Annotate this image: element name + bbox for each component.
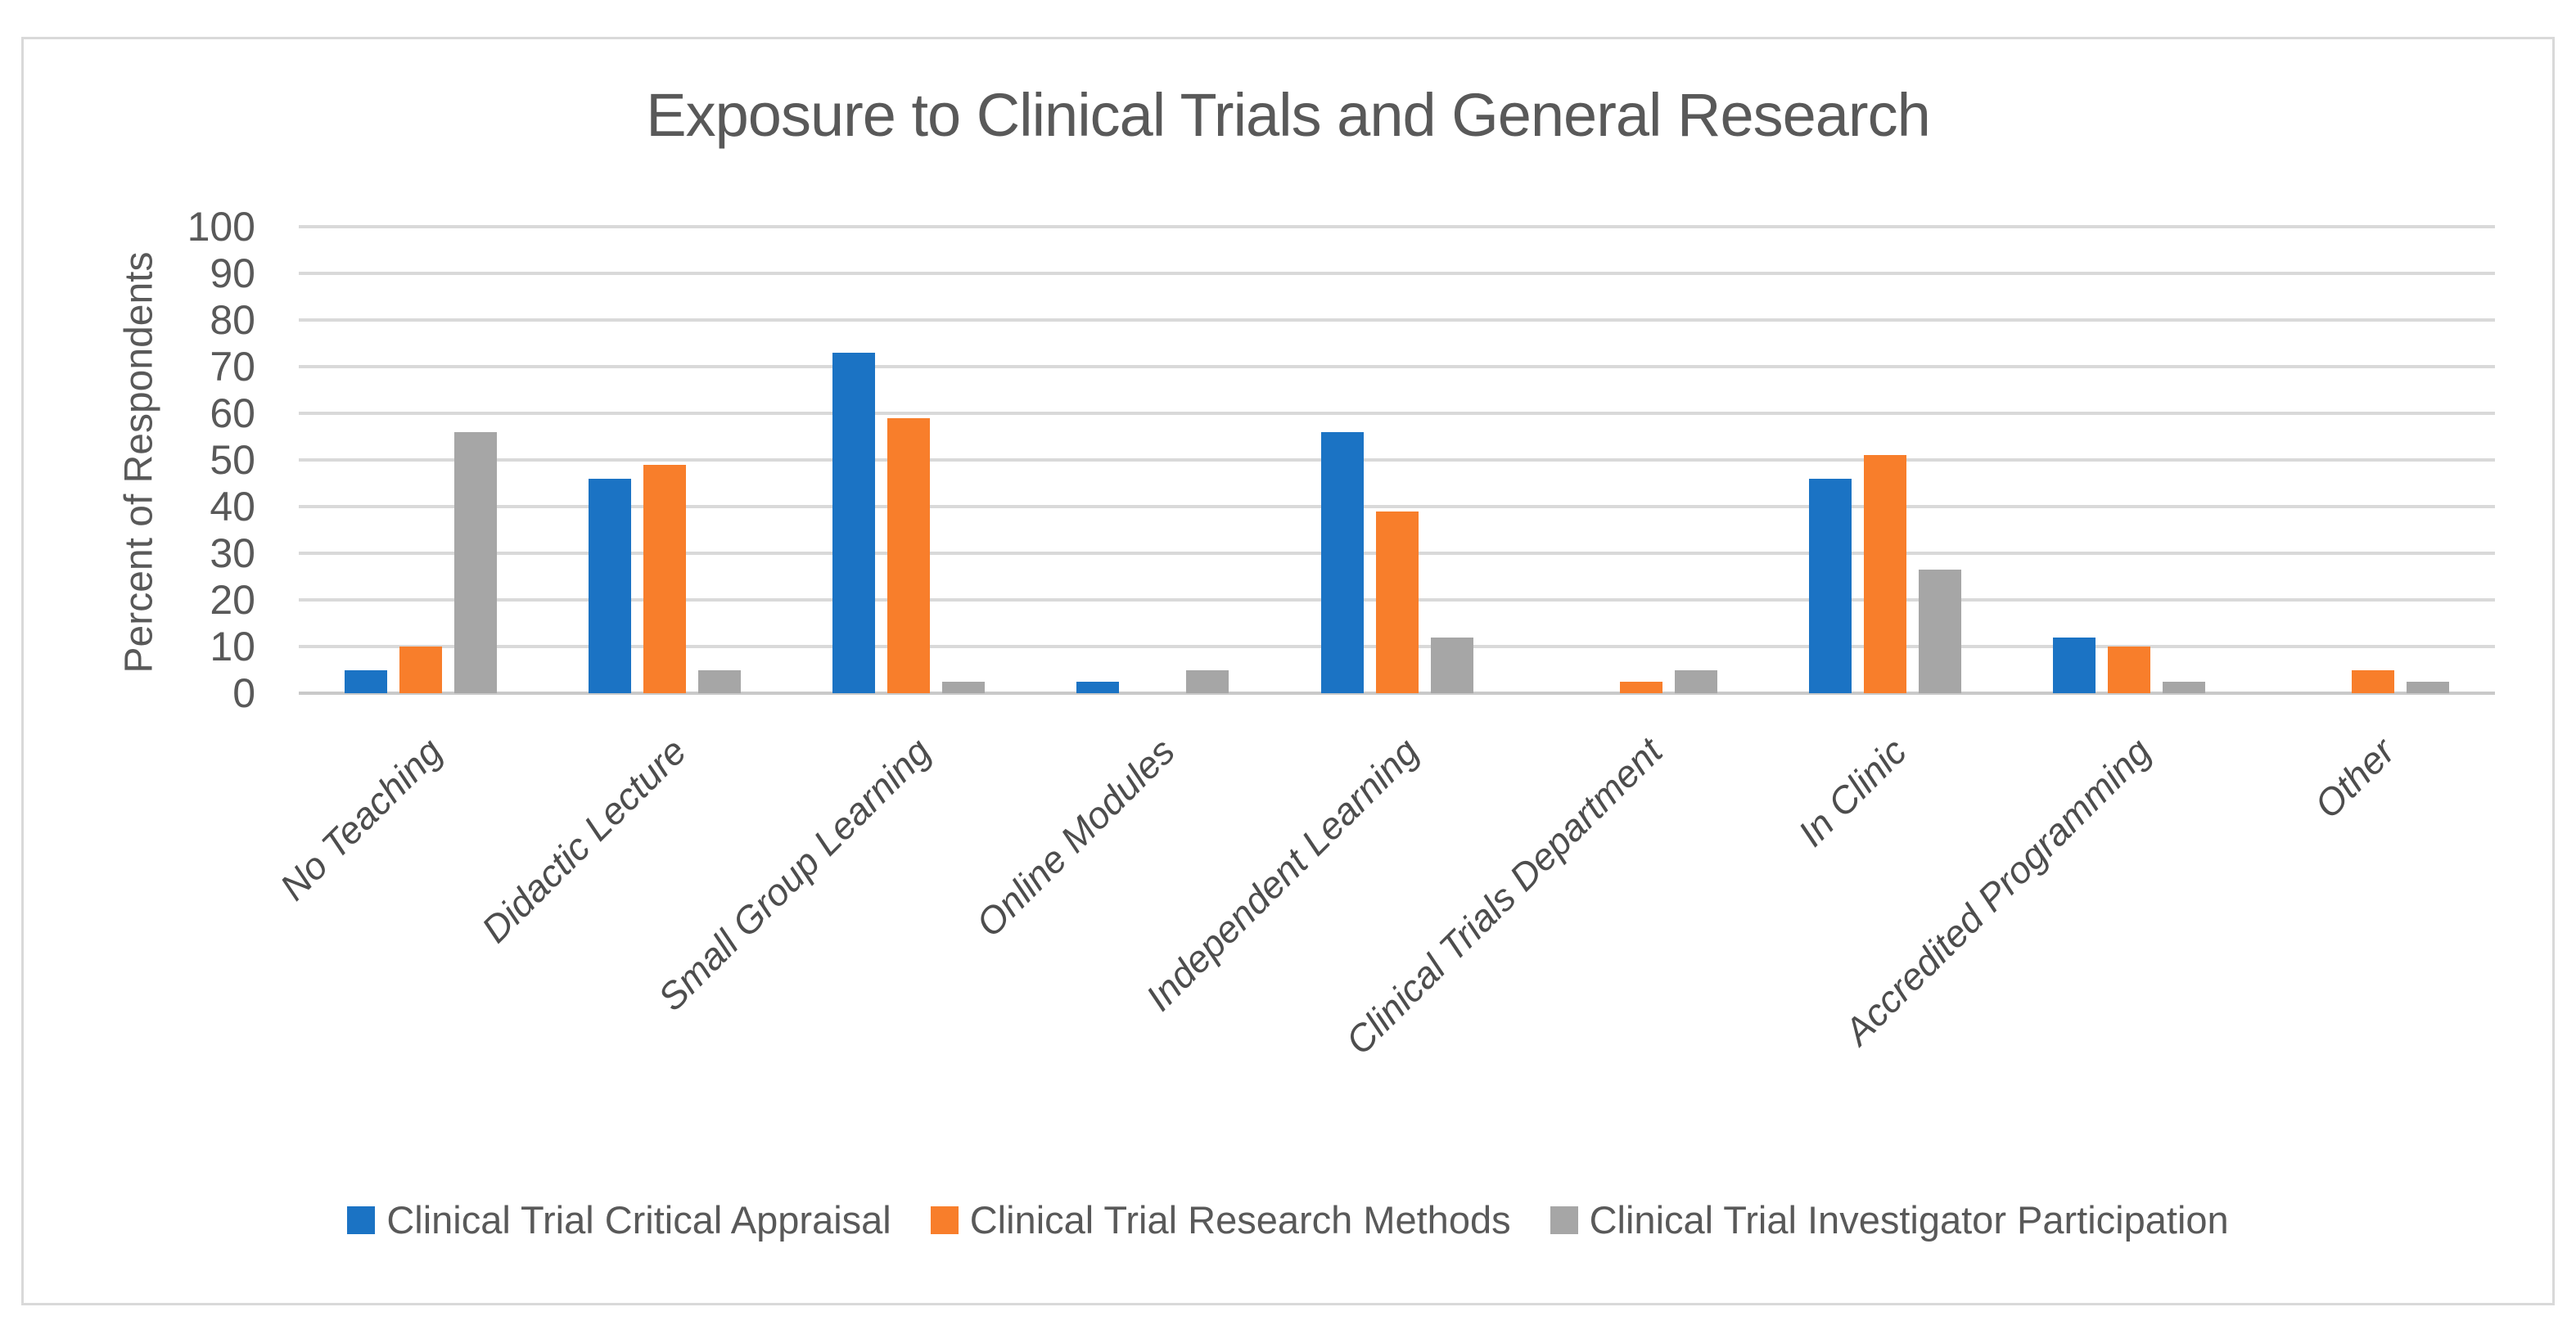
bar-research-methods-group-2 bbox=[887, 417, 931, 693]
y-tick-label-80: 80 bbox=[210, 297, 255, 343]
y-tick-label-0: 0 bbox=[232, 670, 255, 716]
legend-label: Clinical Trial Critical Appraisal bbox=[386, 1198, 891, 1242]
bar-investigator-participation-group-4 bbox=[1430, 637, 1473, 693]
bar-research-methods-group-7 bbox=[2107, 647, 2150, 693]
bar-critical-appraisal-group-3 bbox=[1076, 681, 1120, 693]
bar-critical-appraisal-group-1 bbox=[589, 478, 632, 693]
gridline-y-60 bbox=[299, 412, 2495, 415]
y-tick-label-20: 20 bbox=[210, 577, 255, 623]
gridline-y-80 bbox=[299, 318, 2495, 322]
bar-investigator-participation-group-8 bbox=[2406, 681, 2449, 693]
bar-research-methods-group-4 bbox=[1375, 511, 1419, 693]
y-tick-label-90: 90 bbox=[210, 250, 255, 296]
legend-swatch-icon bbox=[930, 1206, 959, 1234]
bar-research-methods-group-5 bbox=[1619, 681, 1662, 693]
legend-item-1: Clinical Trial Research Methods bbox=[930, 1197, 1511, 1242]
y-tick-label-10: 10 bbox=[210, 624, 255, 669]
y-tick-label-100: 100 bbox=[187, 204, 255, 250]
bar-critical-appraisal-group-4 bbox=[1320, 431, 1364, 693]
bar-investigator-participation-group-6 bbox=[1918, 569, 1961, 693]
bar-research-methods-group-0 bbox=[399, 647, 443, 693]
gridline-y-50 bbox=[299, 458, 2495, 462]
y-tick-label-50: 50 bbox=[210, 437, 255, 483]
legend-swatch-icon bbox=[347, 1206, 376, 1234]
y-tick-label-60: 60 bbox=[210, 390, 255, 436]
bar-critical-appraisal-group-7 bbox=[2052, 637, 2096, 693]
bar-research-methods-group-1 bbox=[643, 464, 687, 693]
y-tick-label-70: 70 bbox=[210, 344, 255, 390]
bar-critical-appraisal-group-2 bbox=[832, 352, 876, 693]
bar-investigator-participation-group-1 bbox=[698, 669, 742, 693]
bar-research-methods-group-8 bbox=[2351, 669, 2394, 693]
legend: Clinical Trial Critical Appraisal Clinica… bbox=[0, 1197, 2576, 1242]
legend-item-2: Clinical Trial Investigator Participatio… bbox=[1550, 1197, 2229, 1242]
chart-title: Exposure to Clinical Trials and General … bbox=[646, 81, 1930, 149]
y-tick-label-30: 30 bbox=[210, 530, 255, 576]
gridline-y-100 bbox=[299, 225, 2495, 228]
bar-investigator-participation-group-0 bbox=[454, 431, 498, 693]
legend-label: Clinical Trial Research Methods bbox=[969, 1198, 1511, 1242]
bar-investigator-participation-group-3 bbox=[1186, 669, 1229, 693]
y-tick-label-40: 40 bbox=[210, 484, 255, 530]
bar-investigator-participation-group-2 bbox=[942, 681, 986, 693]
plot-area bbox=[299, 225, 2495, 695]
bar-research-methods-group-6 bbox=[1863, 455, 1906, 693]
gridline-y-0 bbox=[299, 692, 2495, 695]
bar-investigator-participation-group-5 bbox=[1674, 669, 1717, 693]
bar-critical-appraisal-group-6 bbox=[1808, 478, 1852, 693]
gridline-y-90 bbox=[299, 272, 2495, 275]
bar-critical-appraisal-group-0 bbox=[345, 669, 388, 693]
legend-item-0: Clinical Trial Critical Appraisal bbox=[347, 1197, 891, 1242]
bar-investigator-participation-group-7 bbox=[2162, 681, 2205, 693]
gridline-y-40 bbox=[299, 505, 2495, 508]
legend-label: Clinical Trial Investigator Participatio… bbox=[1589, 1198, 2229, 1242]
gridline-y-70 bbox=[299, 365, 2495, 368]
legend-swatch-icon bbox=[1550, 1206, 1578, 1234]
